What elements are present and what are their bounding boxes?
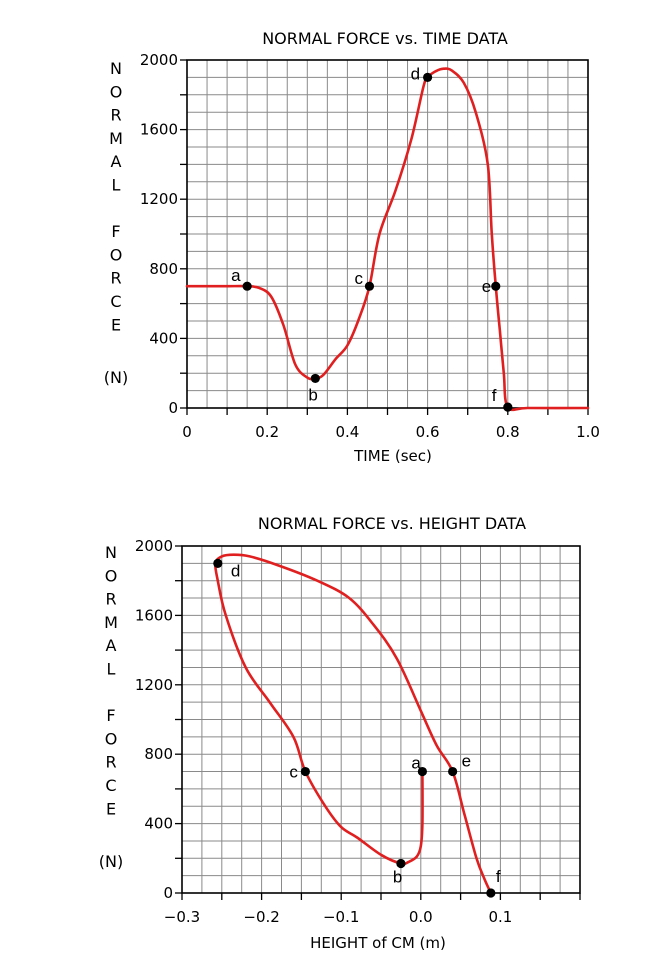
y-axis-label-letter: N (110, 59, 122, 78)
x-tick-label: −0.3 (164, 908, 200, 926)
y-tick-label: 1600 (140, 121, 178, 139)
point-label-c: c (354, 269, 363, 288)
x-tick-label: 0.4 (335, 423, 359, 441)
y-axis-label-letter: F (106, 706, 115, 725)
y-axis-label-letter: O (110, 82, 123, 101)
y-tick-label: 0 (168, 399, 178, 417)
force-height-chart: NORMAL FORCE vs. HEIGHT DATA HEIGHT of C… (99, 514, 581, 952)
data-point-c (364, 281, 375, 291)
y-axis-label-letter: N (105, 543, 117, 562)
x-tick-label: 1.0 (576, 423, 600, 441)
y-axis-label-letter: M (104, 613, 118, 632)
y-axis-label-letter: R (105, 753, 116, 772)
data-point-a (242, 281, 252, 291)
point-label-a: a (411, 754, 421, 773)
y-axis-label-letter: A (106, 636, 117, 655)
point-label-e: e (462, 752, 471, 771)
force-curve (213, 553, 493, 895)
x-axis-label: HEIGHT of CM (m) (310, 934, 446, 952)
y-axis-label-letter: F (111, 222, 120, 241)
point-label-d: d (231, 561, 240, 580)
y-tick-label: 800 (144, 745, 173, 763)
grid (187, 60, 588, 408)
point-label-c: c (289, 763, 298, 782)
grid (182, 546, 580, 893)
point-label-f: f (492, 386, 497, 405)
y-axis-label-letter: R (110, 106, 121, 125)
data-point-f (503, 402, 513, 412)
x-tick-label: 0 (182, 423, 192, 441)
force-time-chart: NORMAL FORCE vs. TIME DATA TIME (sec) 0 4… (104, 29, 600, 465)
y-axis-label-letter: M (109, 129, 123, 148)
x-tick-label: −0.2 (243, 908, 279, 926)
data-point-c (300, 766, 310, 777)
y-axis-label-letter: C (105, 776, 116, 795)
x-tick-label: 0.6 (416, 423, 440, 441)
y-tick-label: 800 (149, 260, 178, 278)
chart-title: NORMAL FORCE vs. TIME DATA (262, 29, 508, 48)
point-label-b: b (308, 385, 317, 404)
point-label-a: a (231, 266, 241, 285)
force-curve (185, 67, 590, 412)
y-axis-label-letter: (N) (99, 852, 123, 871)
y-axis-label-letter: L (107, 660, 116, 679)
point-label-d: d (411, 64, 420, 83)
y-tick-label: 400 (144, 815, 173, 833)
y-tick-label: 2000 (135, 537, 173, 555)
y-axis-label-letter: R (110, 269, 121, 288)
y-axis-label-letter: (N) (104, 368, 128, 387)
y-axis-label-letter: O (110, 245, 123, 264)
x-tick-label: 0.1 (488, 908, 512, 926)
y-tick-label: 1200 (140, 190, 178, 208)
y-tick-label: 0 (163, 884, 173, 902)
data-point-e (491, 281, 501, 291)
data-point-d (213, 558, 223, 568)
y-axis-label-letter: E (106, 799, 116, 818)
x-tick-label: 0.2 (255, 423, 279, 441)
point-label-e: e (482, 277, 491, 296)
point-label-b: b (393, 868, 402, 887)
data-point-e (448, 766, 458, 777)
y-axis-label-letter: O (105, 566, 118, 585)
y-axis-label-letter: R (105, 590, 116, 609)
x-tick-label: −0.1 (323, 908, 359, 926)
x-tick-label: 0.8 (496, 423, 520, 441)
y-axis-label-letter: C (110, 292, 121, 311)
y-axis-label-letter: A (111, 152, 122, 171)
data-point-b (310, 373, 320, 384)
data-point-f (486, 888, 496, 898)
y-tick-label: 1200 (135, 676, 173, 694)
y-tick-label: 2000 (140, 51, 178, 69)
y-tick-label: 400 (149, 329, 178, 347)
data-point-d (423, 72, 433, 82)
y-axis-label-letter: E (111, 315, 121, 334)
chart-title: NORMAL FORCE vs. HEIGHT DATA (258, 514, 526, 533)
x-axis-label: TIME (sec) (353, 447, 432, 465)
x-tick-label: 0.0 (409, 908, 433, 926)
point-label-f: f (496, 867, 501, 886)
y-axis-label-letter: L (112, 176, 121, 195)
data-point-a (417, 766, 427, 777)
y-axis-label-letter: O (105, 729, 118, 748)
y-tick-label: 1600 (135, 606, 173, 624)
data-point-b (396, 858, 406, 869)
